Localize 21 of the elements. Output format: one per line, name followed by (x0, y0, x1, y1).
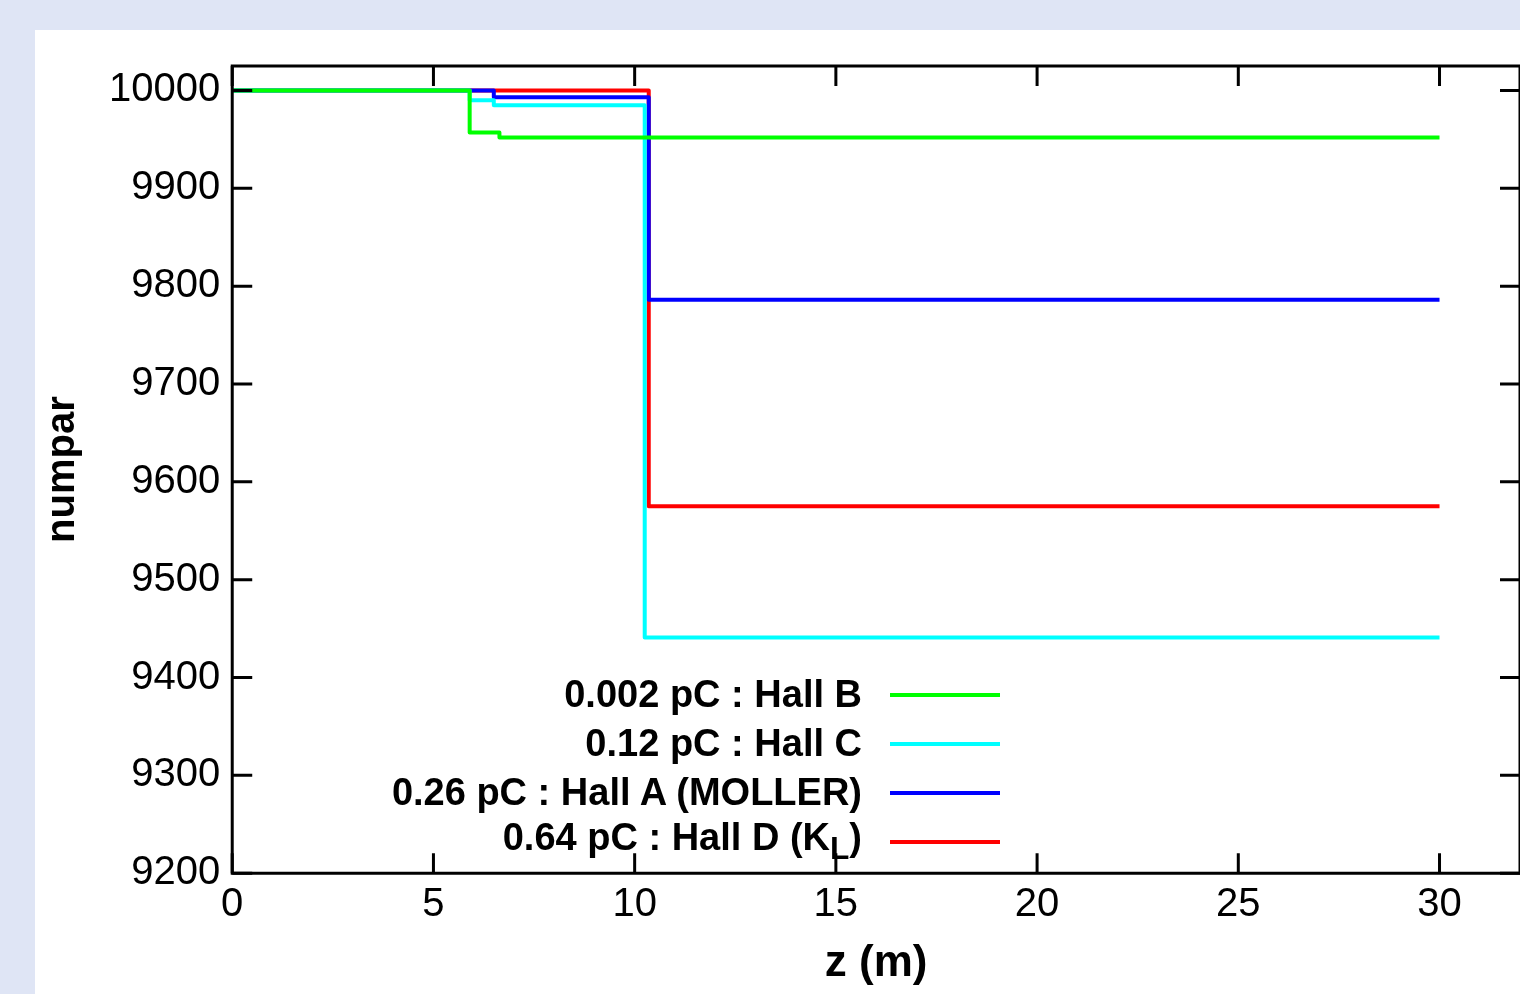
y-tick-label: 9300 (131, 750, 221, 795)
y-axis-title: numpar (38, 396, 83, 543)
x-axis-title: z (m) (824, 935, 928, 985)
y-tick-label: 9800 (131, 261, 221, 306)
x-tick-label: 25 (1216, 880, 1261, 925)
y-tick-label: 9200 (131, 848, 221, 893)
y-tick-label: 9500 (131, 554, 221, 599)
x-tick-label: 10 (612, 880, 657, 925)
legend-label: 0.002 pC : Hall B (564, 673, 862, 716)
x-tick-label: 0 (221, 880, 244, 925)
x-tick-label: 20 (1014, 880, 1060, 925)
legend-label: 0.26 pC : Hall A (MOLLER) (391, 771, 862, 814)
y-tick-label: 9600 (131, 456, 221, 501)
legend-label: 0.12 pC : Hall C (585, 722, 862, 765)
x-tick-label: 5 (422, 880, 445, 925)
y-tick-label: 9700 (131, 359, 221, 404)
x-tick-label: 15 (813, 880, 859, 925)
x-tick-label: 30 (1417, 880, 1462, 925)
y-tick-label: 10000 (109, 65, 221, 110)
y-tick-label: 9400 (131, 652, 221, 697)
y-tick-label: 9900 (131, 163, 221, 208)
